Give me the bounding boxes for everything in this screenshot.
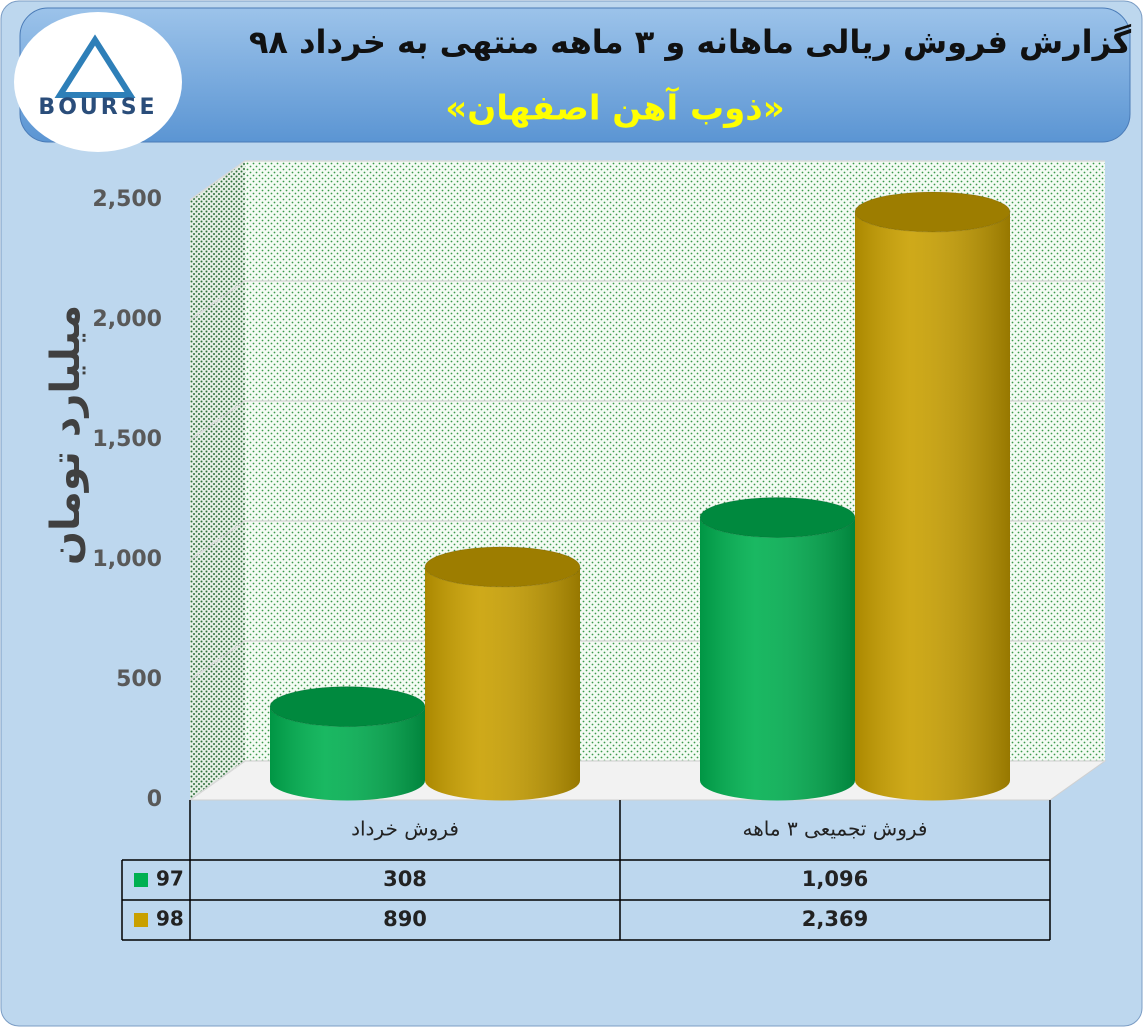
bar-shade — [425, 566, 580, 801]
logo-text: BOURSE — [38, 95, 157, 120]
grid-line — [189, 400, 1105, 441]
table-value: 890 — [383, 907, 427, 931]
table-value: 1,096 — [802, 867, 868, 891]
logo-mark — [54, 34, 136, 98]
bar-top — [424, 546, 581, 588]
grid-line — [189, 160, 1105, 201]
y-tick-label: 500 — [116, 667, 162, 692]
y-tick-label: 2,000 — [92, 307, 162, 332]
grid-line — [189, 280, 1105, 321]
bar-top-shade — [425, 546, 580, 587]
logo-bg — [14, 12, 182, 152]
legend-swatch — [134, 873, 148, 887]
bar-top-shade — [270, 686, 425, 727]
bar-top-shade — [855, 191, 1010, 232]
side-wall — [190, 161, 245, 800]
chart-title: گزارش فروش ریالی ماهانه و ۳ ماهه منتهی ب… — [249, 23, 1132, 61]
legend-label: 97 — [156, 867, 184, 891]
y-tick-label: 1,000 — [92, 547, 162, 572]
y-tick-label: 2,500 — [92, 187, 162, 212]
legend-label: 98 — [156, 907, 184, 931]
y-tick-label: 1,500 — [92, 427, 162, 452]
x-tick-label: فروش تجمیعی ۳ ماهه — [743, 817, 928, 841]
bar-top — [854, 191, 1011, 233]
y-axis-title: میلیارد تومان — [43, 305, 89, 565]
y-tick-label: 0 — [147, 787, 162, 812]
bar-shade — [700, 517, 855, 801]
table-value: 308 — [383, 867, 427, 891]
chart-subtitle: «ذوب آهن اصفهان» — [445, 87, 784, 129]
bar-shade — [855, 211, 1010, 801]
table-value: 2,369 — [802, 907, 868, 931]
bar-shade — [270, 706, 425, 801]
x-tick-label: فروش خرداد — [351, 817, 459, 841]
bar-top-shade — [700, 497, 855, 538]
legend-swatch — [134, 913, 148, 927]
